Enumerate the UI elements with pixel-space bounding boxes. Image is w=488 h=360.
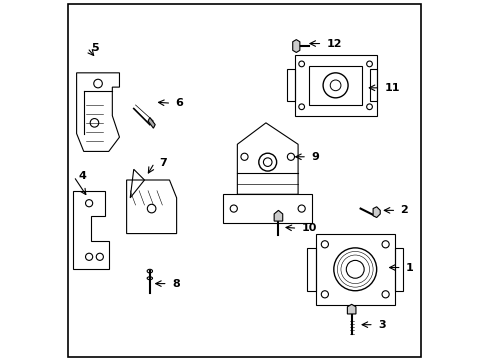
Text: 6: 6 xyxy=(175,98,183,108)
Text: 2: 2 xyxy=(400,205,407,215)
Polygon shape xyxy=(274,210,282,221)
Polygon shape xyxy=(372,207,380,217)
Text: 5: 5 xyxy=(91,43,99,53)
Text: 8: 8 xyxy=(172,279,180,289)
Text: 12: 12 xyxy=(326,39,342,49)
Text: 7: 7 xyxy=(159,158,166,168)
Text: 3: 3 xyxy=(377,320,385,330)
Polygon shape xyxy=(346,304,355,314)
Text: 9: 9 xyxy=(311,152,319,162)
Text: 1: 1 xyxy=(405,262,413,273)
Text: 11: 11 xyxy=(384,83,399,93)
Text: 10: 10 xyxy=(301,223,316,233)
Polygon shape xyxy=(292,40,299,53)
Polygon shape xyxy=(148,117,155,128)
Text: 4: 4 xyxy=(78,171,86,181)
